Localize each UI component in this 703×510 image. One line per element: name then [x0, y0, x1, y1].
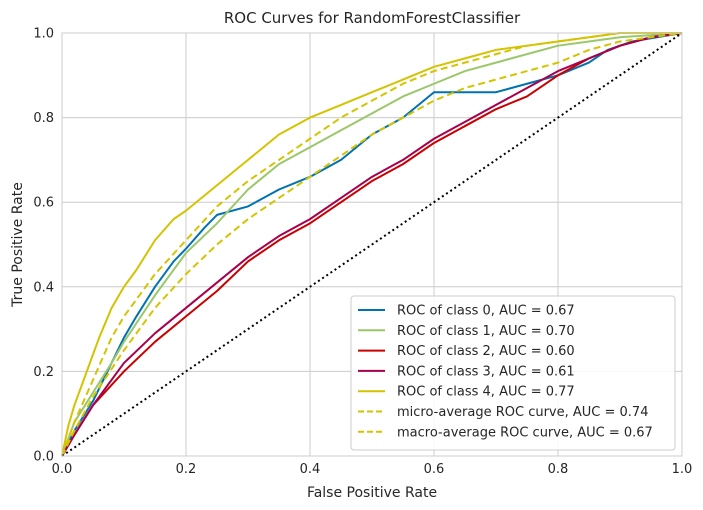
- legend-entry: macro-average ROC curve, AUC = 0.67: [397, 425, 653, 440]
- roc-series-3: [61, 32, 683, 457]
- x-tick-label: 1.0: [672, 462, 693, 477]
- legend: ROC of class 0, AUC = 0.67 ROC of class 1…: [350, 295, 676, 451]
- x-tick-label: 0.8: [548, 462, 569, 477]
- legend-entry: ROC of class 1, AUC = 0.70: [397, 324, 575, 339]
- x-tick-label: 0.6: [424, 462, 445, 477]
- y-tick-label: 0.6: [33, 196, 54, 211]
- roc-series-5: [61, 32, 682, 457]
- chance-reference-line: [61, 32, 683, 457]
- legend-entry: ROC of class 3, AUC = 0.61: [397, 364, 575, 379]
- tick-labels: 0.0 0.2 0.4 0.6 0.8 1.0 0.0 0.2 0.4 0.6 0.8 1.0: [33, 27, 692, 478]
- legend-box: [350, 295, 676, 451]
- curves: [61, 32, 683, 457]
- y-axis-label: True Positive Rate: [10, 182, 26, 308]
- chart-title: ROC Curves for RandomForestClassifier: [224, 9, 521, 27]
- legend-entry: ROC of class 4, AUC = 0.77: [397, 385, 575, 400]
- roc-series-1: [61, 32, 683, 457]
- roc-series-0: [61, 32, 683, 457]
- legend-entry: ROC of class 0, AUC = 0.67: [397, 304, 575, 319]
- x-axis-label: False Positive Rate: [307, 485, 437, 501]
- x-tick-label: 0.4: [300, 462, 321, 477]
- roc-series-6: [61, 32, 683, 457]
- x-tick-label: 0.0: [52, 462, 73, 477]
- grid: [61, 32, 683, 457]
- roc-series-2: [61, 32, 683, 457]
- legend-entry: micro-average ROC curve, AUC = 0.74: [397, 405, 648, 420]
- y-tick-label: 1.0: [33, 27, 54, 42]
- y-tick-label: 0.8: [33, 111, 54, 126]
- y-tick-label: 0.2: [33, 365, 54, 380]
- roc-series-4: [61, 32, 682, 457]
- y-tick-label: 0.4: [33, 280, 54, 295]
- legend-entry: ROC of class 2, AUC = 0.60: [397, 344, 575, 359]
- y-tick-label: 0.0: [33, 450, 54, 465]
- x-tick-label: 0.2: [176, 462, 197, 477]
- plot-frame: [61, 32, 683, 457]
